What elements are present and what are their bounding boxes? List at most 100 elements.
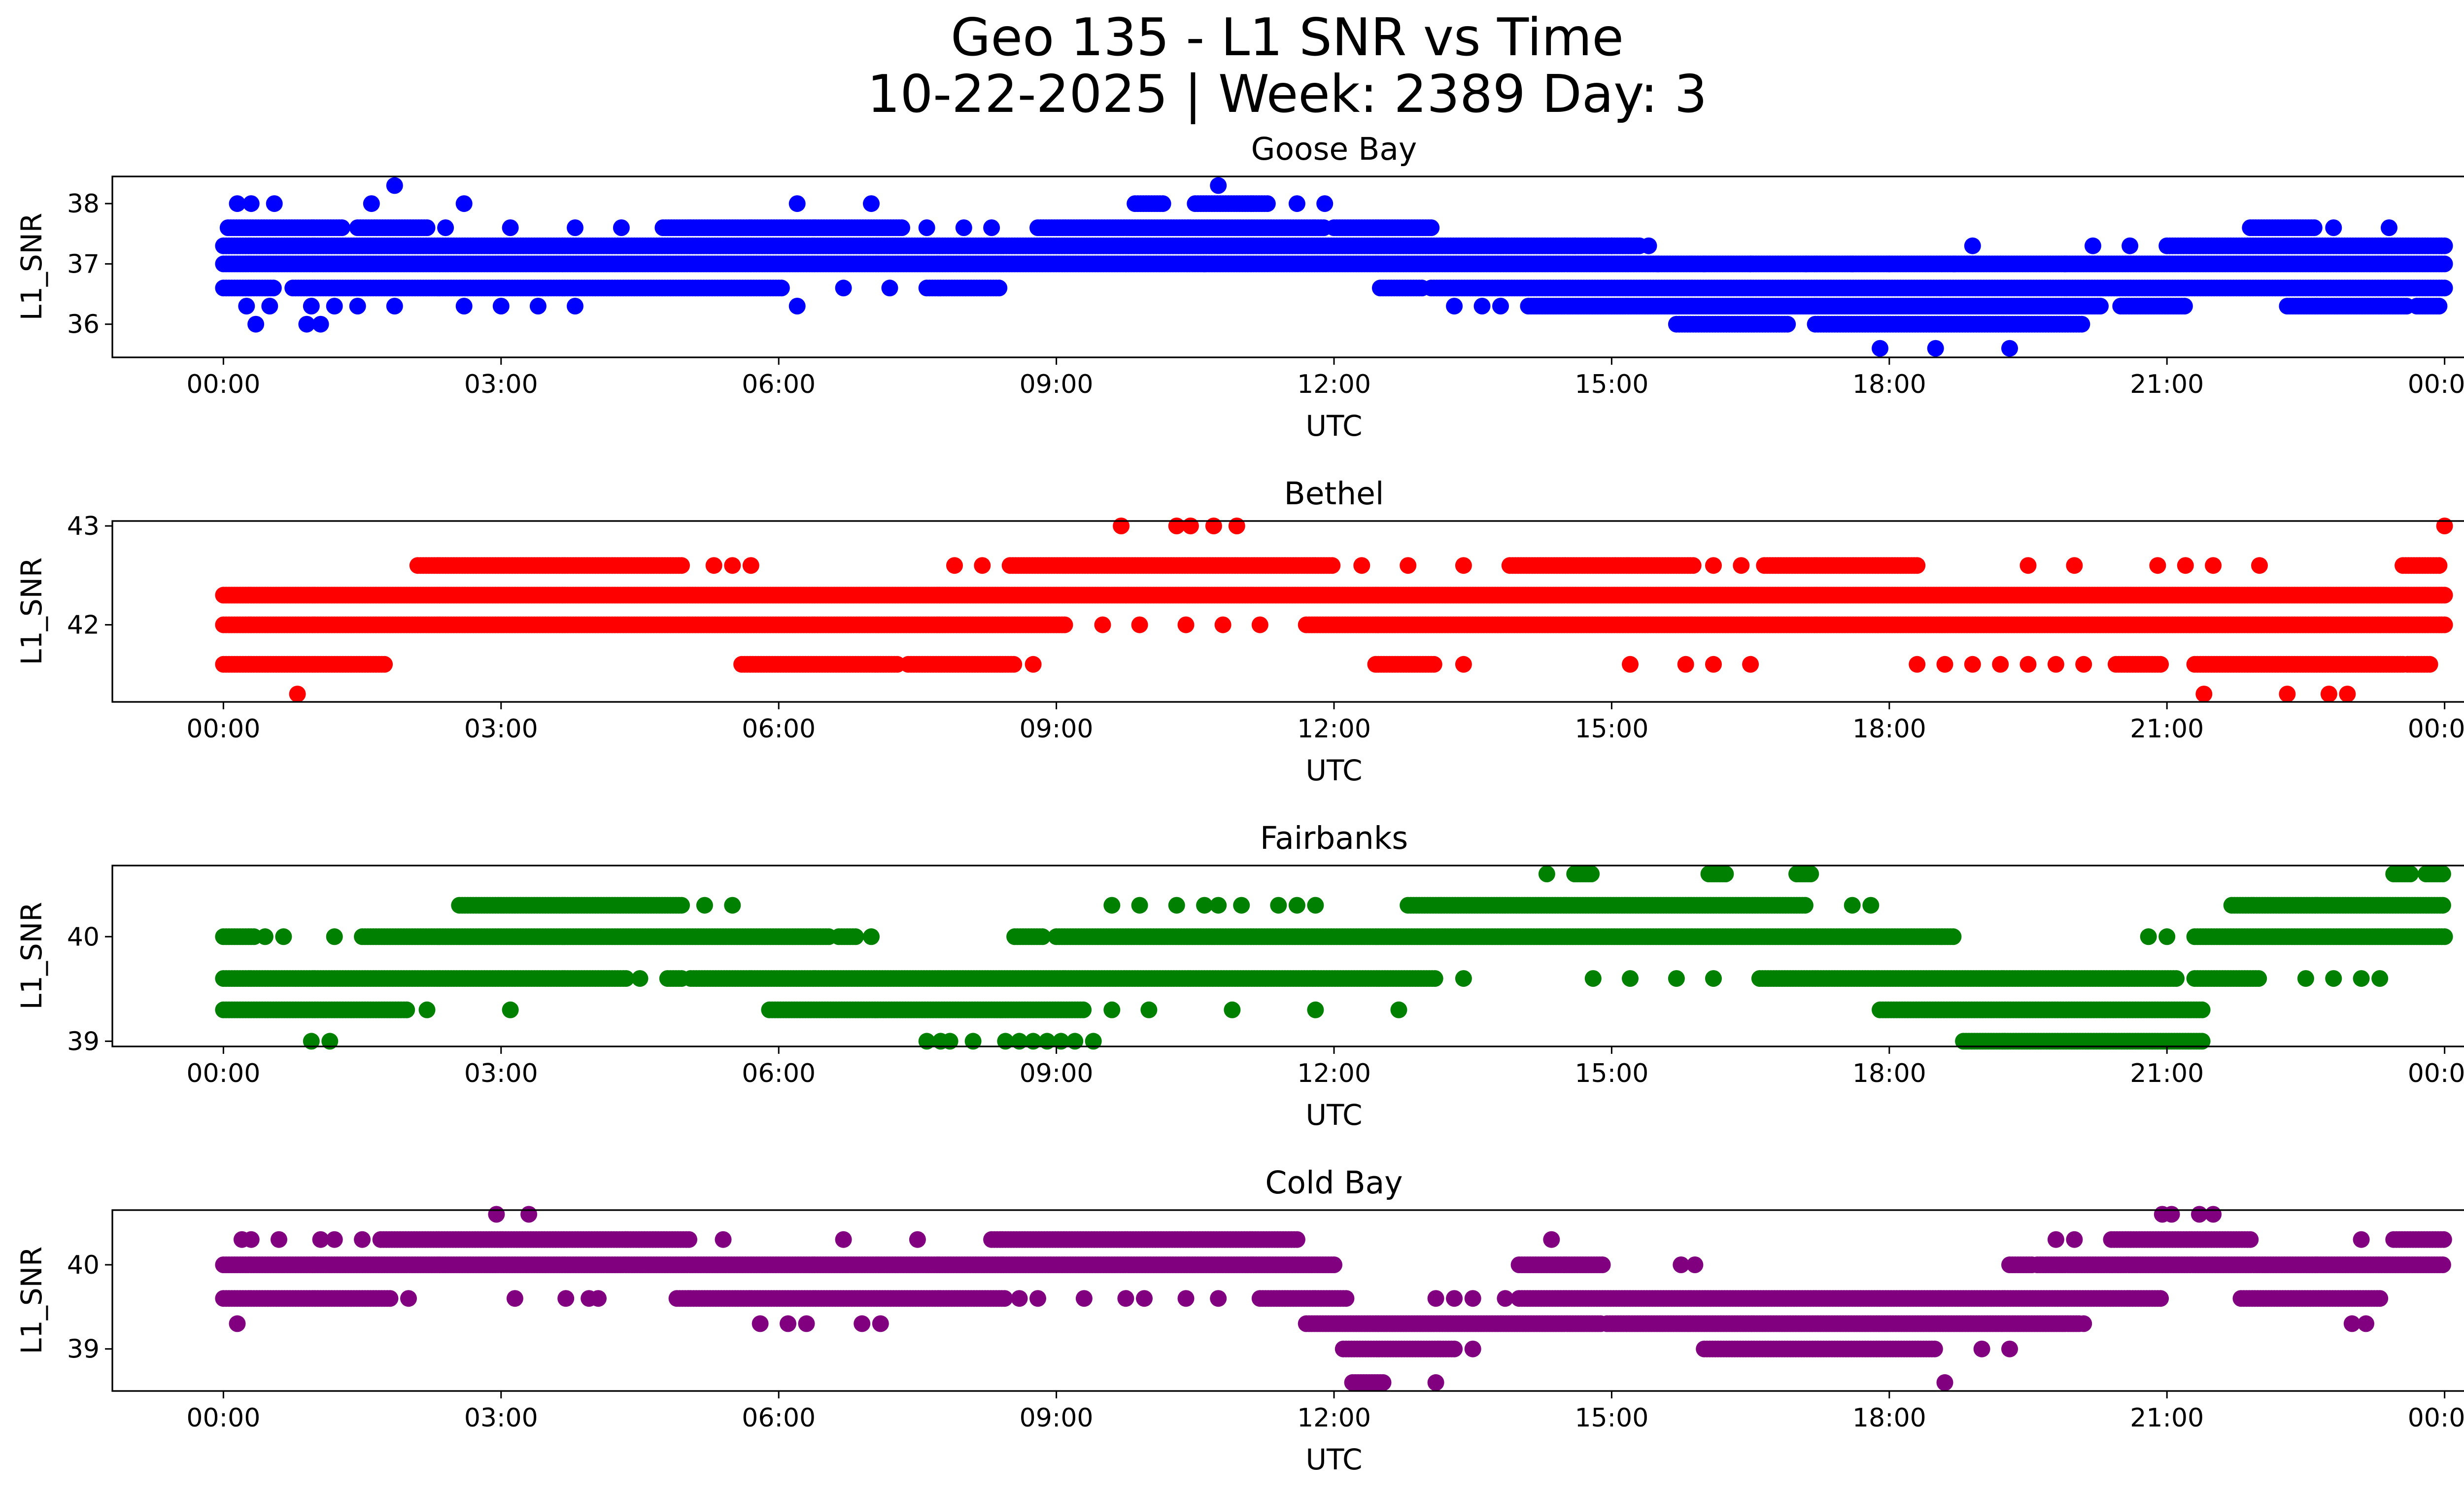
figure-title-line1: Geo 135 - L1 SNR vs Time <box>951 7 1624 68</box>
x-tick-label: 00:00 <box>186 370 260 399</box>
data-point <box>1446 298 1463 314</box>
data-point <box>238 298 255 314</box>
data-point <box>326 298 343 314</box>
data-point <box>1779 315 1796 333</box>
scatter-points-layer <box>215 177 2453 357</box>
data-point <box>265 279 282 297</box>
data-point <box>502 219 519 236</box>
data-point <box>2305 219 2323 236</box>
data-point <box>863 195 880 212</box>
data-point <box>363 195 380 212</box>
data-point <box>2436 279 2453 297</box>
x-tick-label: 06:00 <box>742 370 816 399</box>
data-point <box>955 219 972 236</box>
data-point <box>1288 195 1305 212</box>
data-point <box>261 298 278 314</box>
data-point <box>613 219 630 236</box>
data-point <box>455 298 473 314</box>
data-point <box>2421 656 2438 673</box>
data-point <box>492 298 510 314</box>
data-point <box>1492 298 1509 314</box>
data-point <box>2176 298 2193 314</box>
data-point <box>1797 255 1814 273</box>
subplot-title: Bethel <box>1284 476 1384 512</box>
data-point <box>529 298 547 314</box>
data-point <box>247 315 265 333</box>
data-point <box>376 656 393 673</box>
data-point <box>1603 237 1620 254</box>
data-point <box>1566 237 1583 254</box>
data-point <box>918 219 935 236</box>
data-point <box>242 195 260 212</box>
data-point <box>418 219 436 236</box>
data-point <box>2152 656 2169 673</box>
data-point <box>2073 315 2090 333</box>
data-point <box>303 298 320 314</box>
data-point <box>788 195 806 212</box>
data-point <box>1316 195 1334 212</box>
data-point <box>567 298 583 314</box>
x-tick-label: 03:00 <box>464 370 538 399</box>
y-axis-label: L1_SNR <box>15 213 48 321</box>
data-point <box>386 298 403 314</box>
data-point <box>2325 219 2342 236</box>
data-point <box>312 315 329 333</box>
data-point <box>2436 616 2453 633</box>
data-point <box>1696 255 1713 273</box>
data-point <box>835 279 852 297</box>
data-point <box>1640 237 1657 254</box>
x-tick-label: 15:00 <box>1574 370 1648 399</box>
data-point <box>673 557 690 574</box>
data-point <box>567 219 583 236</box>
data-point <box>2122 237 2139 254</box>
data-point <box>773 279 790 297</box>
data-point <box>1844 255 1861 273</box>
y-tick-label: 37 <box>67 249 100 279</box>
data-point <box>386 177 403 194</box>
data-point <box>1927 340 1944 357</box>
data-point <box>2436 237 2453 254</box>
data-point <box>1154 195 1171 212</box>
data-point <box>893 219 910 236</box>
data-point <box>1964 237 1981 254</box>
data-point <box>1324 557 1341 574</box>
data-point <box>349 298 366 314</box>
x-tick-label: 09:00 <box>1020 370 1094 399</box>
data-point <box>1056 616 1073 633</box>
data-point <box>1946 255 1963 273</box>
data-point <box>2430 298 2448 314</box>
y-tick-label: 38 <box>67 189 100 219</box>
data-point <box>1196 255 1213 273</box>
data-point <box>788 298 806 314</box>
data-point <box>1005 656 1023 673</box>
data-point <box>266 195 283 212</box>
data-point <box>437 219 454 236</box>
data-point <box>1742 255 1759 273</box>
data-point <box>1210 177 1227 194</box>
data-point <box>1872 340 1888 357</box>
data-point <box>881 279 898 297</box>
x-axis-label: UTC <box>1306 409 1363 443</box>
data-point <box>2436 255 2453 273</box>
subplot-title: Goose Bay <box>1251 131 1417 167</box>
data-point <box>2001 340 2018 357</box>
data-point <box>2381 219 2397 236</box>
data-point <box>1473 298 1491 314</box>
data-point <box>1423 219 1440 236</box>
x-tick-label: 00:00 <box>2408 370 2464 399</box>
data-point <box>1425 656 1442 673</box>
data-point <box>333 219 350 236</box>
x-tick-label: 21:00 <box>2130 370 2204 399</box>
data-point <box>2436 587 2453 604</box>
data-point <box>1649 255 1667 273</box>
figure-title-line2: 10-22-2025 | Week: 2389 Day: 3 <box>867 64 1708 125</box>
data-point <box>1259 195 1276 212</box>
data-point <box>1881 255 1898 273</box>
data-point <box>2092 298 2109 314</box>
x-tick-label: 18:00 <box>1852 370 1926 399</box>
y-tick-label: 36 <box>67 310 100 340</box>
data-point <box>991 279 1008 297</box>
data-point <box>1684 557 1702 574</box>
